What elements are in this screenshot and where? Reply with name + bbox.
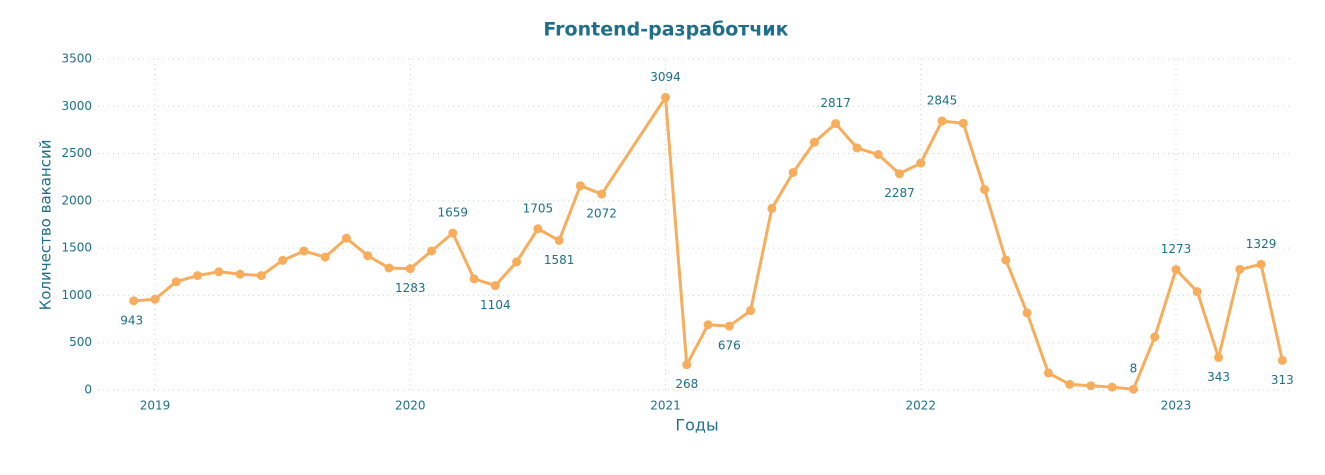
- point: [341, 233, 351, 243]
- point: [916, 158, 926, 168]
- data-label: 1283: [395, 281, 426, 295]
- line: [133, 95, 1284, 391]
- data-label: 1273: [1161, 242, 1192, 256]
- y-axis-title: Количество вакансий: [37, 140, 55, 311]
- point: [299, 246, 309, 256]
- data-label: 1659: [438, 206, 469, 220]
- y-tick-label: 0: [84, 383, 92, 397]
- data-label: 1329: [1246, 237, 1277, 251]
- point: [597, 189, 607, 199]
- x-tick-label: 2023: [1161, 399, 1192, 413]
- x-tick-label: 2021: [650, 399, 681, 413]
- point: [1171, 265, 1181, 275]
- point: [129, 296, 139, 306]
- point: [214, 267, 224, 277]
- point: [1192, 287, 1202, 297]
- point: [363, 251, 373, 261]
- data-label: 313: [1271, 373, 1294, 387]
- point: [512, 257, 522, 267]
- data-label: 2845: [927, 93, 958, 107]
- y-tick-label: 2500: [61, 146, 92, 160]
- point: [533, 224, 543, 234]
- point: [1235, 264, 1245, 274]
- point: [235, 269, 245, 279]
- point: [894, 169, 904, 179]
- point: [1001, 255, 1011, 265]
- y-tick-label: 1500: [61, 241, 92, 255]
- point: [831, 119, 841, 129]
- data-label: 1705: [523, 201, 554, 215]
- data-label: 268: [675, 377, 698, 391]
- x-axis-title: Годы: [675, 416, 718, 435]
- data-label: 2072: [586, 207, 617, 221]
- point: [193, 271, 203, 281]
- point: [682, 360, 692, 370]
- data-label: 343: [1207, 370, 1230, 384]
- point: [703, 320, 713, 330]
- point: [788, 167, 798, 177]
- point: [767, 203, 777, 213]
- point: [1150, 332, 1160, 342]
- point: [1043, 368, 1053, 378]
- data-label: 2287: [884, 186, 915, 200]
- y-tick-label: 3000: [61, 99, 92, 113]
- point: [660, 92, 670, 102]
- point: [1086, 381, 1096, 391]
- point: [1107, 382, 1117, 392]
- point: [469, 274, 479, 284]
- point: [405, 264, 415, 274]
- point: [171, 277, 181, 287]
- data-label: 1581: [544, 253, 575, 267]
- point: [1214, 353, 1224, 363]
- point: [448, 228, 458, 238]
- x-tick-label: 2020: [395, 399, 426, 413]
- point: [1277, 355, 1287, 365]
- point: [1128, 384, 1138, 394]
- y-tick-label: 1000: [61, 288, 92, 302]
- point: [809, 137, 819, 147]
- y-tick-label: 3500: [61, 52, 92, 66]
- point: [490, 281, 500, 291]
- y-tick-label: 2000: [61, 193, 92, 207]
- point: [256, 271, 266, 281]
- point: [873, 150, 883, 160]
- point: [554, 235, 564, 245]
- data-label: 2817: [820, 96, 851, 110]
- x-tick-label: 2019: [140, 399, 171, 413]
- chart-title: Frontend-разработчик: [543, 19, 788, 41]
- data-label: 8: [1130, 362, 1138, 376]
- point: [1065, 379, 1075, 389]
- x-tick-label: 2022: [905, 399, 936, 413]
- point: [150, 294, 160, 304]
- data-label: 676: [718, 339, 741, 353]
- point: [724, 321, 734, 331]
- point: [980, 185, 990, 195]
- point: [958, 118, 968, 128]
- point: [746, 306, 756, 316]
- point: [427, 246, 437, 256]
- y-tick-label: 500: [69, 335, 92, 349]
- point: [1022, 308, 1032, 318]
- point: [1256, 259, 1266, 269]
- data-label: 3094: [650, 70, 681, 84]
- point: [937, 116, 947, 126]
- point: [852, 143, 862, 153]
- data-label: 943: [120, 313, 143, 327]
- point: [384, 263, 394, 273]
- point: [575, 181, 585, 191]
- point: [320, 252, 330, 262]
- data-label: 1104: [480, 298, 511, 312]
- point: [278, 255, 288, 265]
